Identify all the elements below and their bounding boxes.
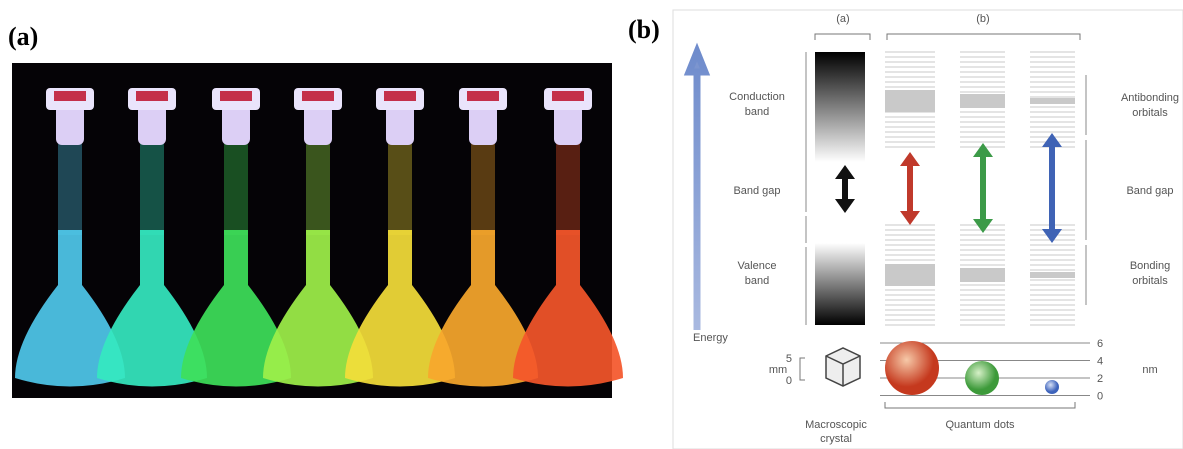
stopper <box>469 105 497 145</box>
cap-top <box>552 91 584 101</box>
cap-top <box>384 91 416 101</box>
stopper <box>386 105 414 145</box>
scale-tick: 0 <box>786 375 792 387</box>
unit-label: nm <box>1142 364 1157 376</box>
cap-top <box>467 91 499 101</box>
crystal-label: Macroscopic <box>805 419 867 431</box>
scale-tick: 0 <box>1097 391 1103 403</box>
neck <box>140 140 164 235</box>
neck <box>471 140 495 235</box>
band-label: Antibonding <box>1121 92 1179 104</box>
neck <box>58 140 82 235</box>
dot <box>1045 380 1059 394</box>
neck <box>224 140 248 235</box>
orbital-band <box>1030 98 1075 104</box>
orbital-band <box>885 264 935 286</box>
band-label: Band gap <box>1126 185 1173 197</box>
crystal-label: crystal <box>820 433 852 445</box>
scale-tick: 6 <box>1097 338 1103 350</box>
dots-label: Quantum dots <box>945 419 1015 431</box>
panel-label: (b) <box>628 15 660 44</box>
band-label: band <box>745 275 769 287</box>
valence-band <box>815 243 865 325</box>
band-label: Conduction <box>729 91 785 103</box>
scale-tick: 4 <box>1097 356 1103 368</box>
panel-label: (a) <box>8 22 38 51</box>
band-label: orbitals <box>1132 275 1168 287</box>
dot <box>885 341 939 395</box>
column-label: (a) <box>836 13 849 25</box>
stopper <box>138 105 166 145</box>
stopper <box>222 105 250 145</box>
cap-top <box>136 91 168 101</box>
energy-label: Energy <box>693 332 728 344</box>
band-label: Band gap <box>733 185 780 197</box>
figure: (a) (b) (a) (b) Energy Conduction band Ban… <box>0 0 1183 449</box>
orbital-band <box>960 94 1005 108</box>
orbital-band <box>885 90 935 112</box>
neck <box>306 140 330 235</box>
scale-tick: 2 <box>1097 373 1103 385</box>
unit-label: mm <box>769 364 787 376</box>
stopper <box>304 105 332 145</box>
cap-top <box>302 91 334 101</box>
neck <box>556 140 580 235</box>
band-label: orbitals <box>1132 107 1168 119</box>
neck <box>388 140 412 235</box>
stopper <box>554 105 582 145</box>
band-label: band <box>745 106 769 118</box>
orbital-band <box>960 268 1005 282</box>
cap-top <box>54 91 86 101</box>
orbital-band <box>1030 272 1075 278</box>
band-label: Valence <box>738 260 777 272</box>
dot <box>965 361 999 395</box>
conduction-band <box>815 52 865 162</box>
column-label: (b) <box>976 13 989 25</box>
cap-top <box>220 91 252 101</box>
stopper <box>56 105 84 145</box>
band-label: Bonding <box>1130 260 1170 272</box>
cube <box>826 348 860 386</box>
